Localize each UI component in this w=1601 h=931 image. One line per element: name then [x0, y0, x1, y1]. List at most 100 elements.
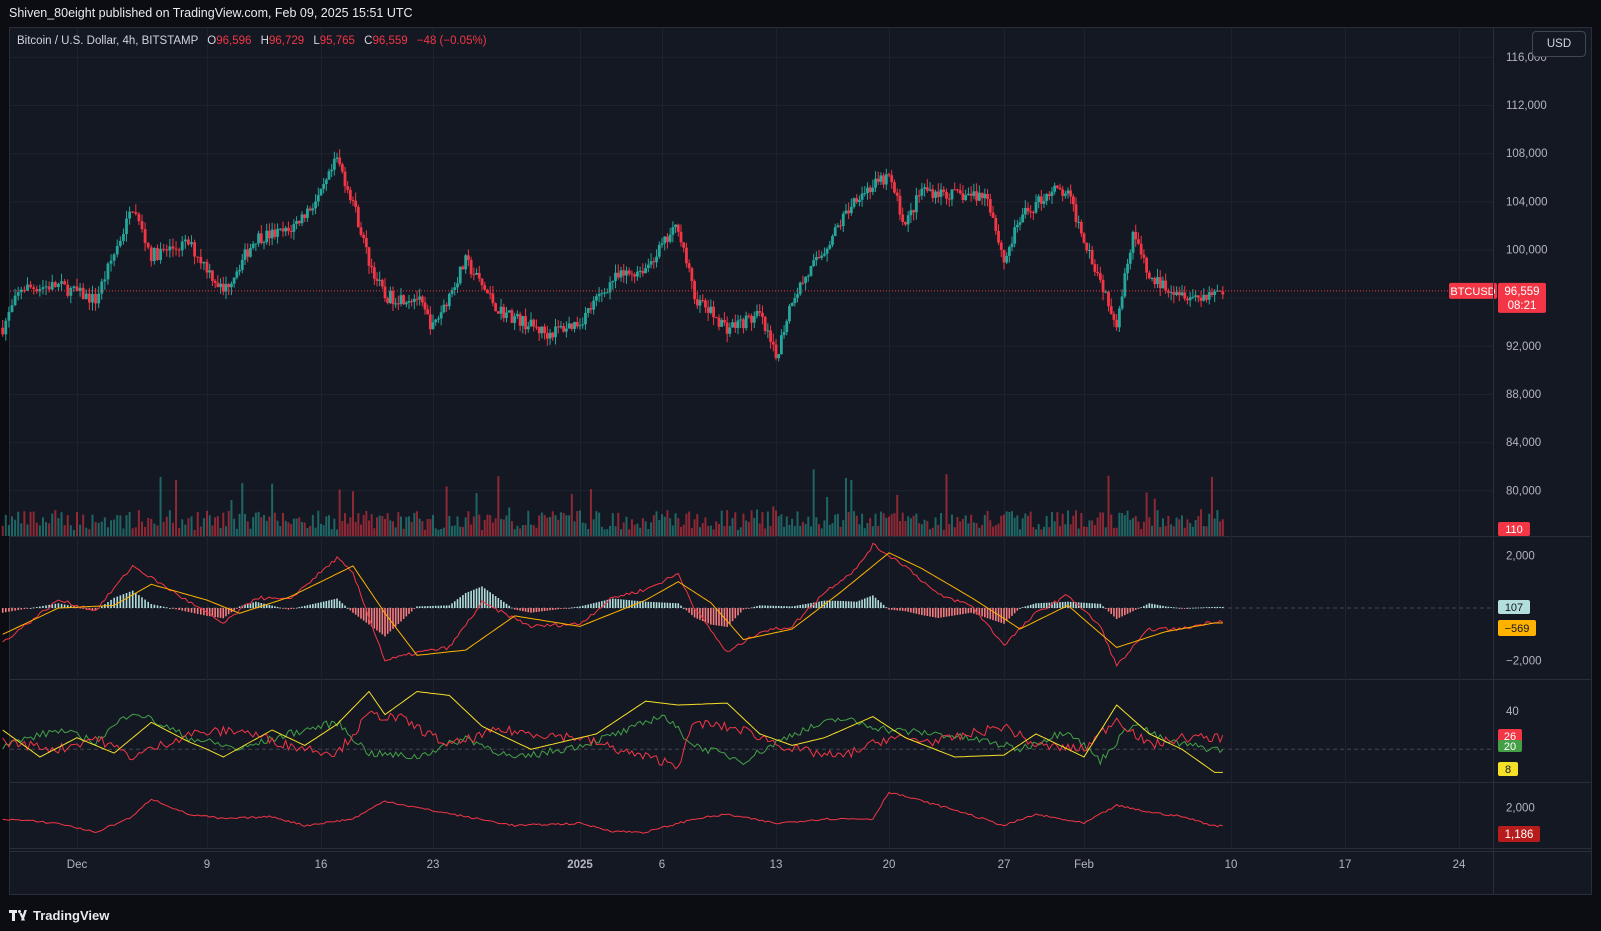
macd-histogram-bar	[1016, 608, 1019, 611]
symbol-name: Bitcoin / U.S. Dollar, 4h, BITSTAMP	[17, 35, 199, 47]
candle-body	[1098, 273, 1102, 280]
macd-histogram-bar	[236, 608, 238, 609]
candle-body	[717, 317, 721, 327]
macd-histogram-bar	[1151, 603, 1153, 608]
candle-body	[761, 312, 764, 317]
volume-bar	[918, 523, 921, 536]
candle-body	[570, 323, 574, 329]
candle-body	[742, 319, 745, 329]
volume-bar	[869, 518, 872, 536]
volume-bar	[826, 496, 829, 536]
volume-bar	[1121, 513, 1124, 536]
candle-body	[988, 199, 992, 213]
volume-bar	[181, 519, 184, 536]
macd-histogram-bar	[402, 608, 405, 619]
macd-histogram-bar	[951, 608, 953, 616]
volume-bar	[1059, 526, 1061, 536]
candle-body	[627, 270, 631, 274]
candle-body	[887, 174, 891, 176]
volume-bar	[373, 528, 376, 536]
volume-bar	[1102, 512, 1105, 536]
volume-bar	[365, 510, 368, 536]
candle-body	[510, 310, 514, 323]
volume-bar	[994, 525, 997, 536]
volume-bar	[1099, 512, 1102, 536]
candle-body	[812, 260, 816, 266]
candle-body	[81, 287, 85, 300]
volume-bar	[317, 510, 320, 536]
candle-body	[370, 265, 374, 268]
macd-histogram-bar	[1145, 604, 1148, 608]
macd-histogram-bar	[726, 608, 728, 627]
macd-histogram-bar	[628, 600, 630, 608]
candle-body	[712, 306, 715, 318]
macd-histogram-bar	[661, 602, 663, 608]
candle-body	[461, 266, 465, 270]
currency-button[interactable]: USD	[1532, 31, 1586, 57]
volume-bar	[513, 529, 516, 536]
candle-body	[644, 268, 647, 274]
candle-body	[1123, 273, 1127, 297]
volume-bar	[559, 512, 562, 536]
macd-histogram-bar	[707, 608, 709, 624]
macd-histogram-bar	[863, 598, 866, 608]
macd-histogram-bar	[622, 599, 625, 608]
candle-body	[319, 188, 323, 196]
volume-bar	[1205, 526, 1208, 536]
macd-histogram-bar	[246, 604, 249, 608]
candle-body	[1205, 294, 1208, 300]
candle-body	[72, 286, 76, 288]
macd-histogram-bar	[429, 605, 432, 608]
tradingview-logo[interactable]: TradingView	[9, 907, 109, 923]
macd-histogram-bar	[467, 591, 470, 608]
candle-body	[1186, 298, 1189, 301]
candle-body	[364, 238, 368, 248]
candle-body	[1215, 290, 1219, 292]
macd-histogram-bar	[818, 601, 820, 608]
volume-bar	[844, 477, 847, 536]
candle-body	[831, 236, 834, 245]
candle-body	[1021, 214, 1025, 223]
volume-bar	[1067, 510, 1069, 536]
volume-bar	[1186, 519, 1189, 536]
macd-histogram-bar	[505, 603, 508, 608]
volume-bar	[682, 524, 685, 536]
volume-bar	[1011, 511, 1013, 536]
candle-body	[180, 241, 184, 251]
candle-body	[439, 312, 443, 319]
candle-body	[50, 282, 54, 290]
candle-body	[69, 287, 73, 296]
candle-body	[1150, 278, 1154, 280]
macd-histogram-bar	[1124, 608, 1126, 616]
candle-body	[685, 247, 688, 264]
candle-body	[964, 195, 968, 200]
macd-histogram-bar	[940, 608, 942, 618]
volume-bar	[1085, 526, 1088, 536]
candle-body	[1050, 191, 1054, 197]
macd-histogram-bar	[590, 603, 592, 608]
candle-body	[1055, 185, 1059, 188]
candle-body	[316, 195, 320, 202]
macd-histogram-bar	[986, 608, 989, 619]
macd-histogram-bar	[1059, 602, 1061, 608]
volume-bar	[888, 516, 890, 536]
symbol-price-tag: BTCUSD	[1450, 286, 1495, 298]
volume-bar	[885, 517, 888, 536]
macd-histogram-bar	[489, 592, 491, 608]
volume-bar	[625, 516, 628, 536]
macd-histogram-bar	[368, 608, 370, 625]
candle-body	[608, 282, 612, 293]
volume-bar	[661, 514, 663, 536]
volume-bar	[863, 528, 866, 536]
macd-histogram-bar	[748, 608, 750, 609]
candle-body	[1134, 231, 1138, 240]
candle-body	[281, 228, 285, 232]
macd-histogram-bar	[418, 606, 421, 608]
symbol-legend[interactable]: Bitcoin / U.S. Dollar, 4h, BITSTAMP O96,…	[17, 35, 487, 47]
volume-bar	[532, 525, 535, 536]
candle-body	[774, 344, 778, 359]
time-axis-tick-label: Dec	[67, 859, 88, 871]
volume-bar	[828, 524, 831, 536]
volume-bar	[249, 528, 252, 536]
